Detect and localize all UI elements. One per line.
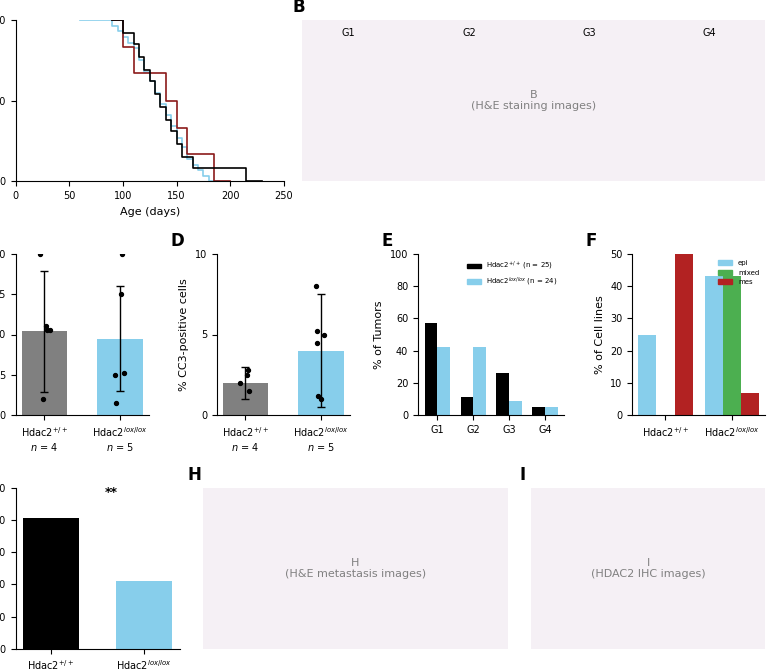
Point: [311, 337, 323, 348]
Bar: [223, 383, 268, 415]
Bar: [675, 254, 693, 415]
Y-axis label: % of Tumors: % of Tumors: [374, 300, 384, 369]
Bar: [298, 351, 344, 415]
Point: [37, 393, 49, 404]
Text: I: I: [519, 466, 526, 484]
Y-axis label: % of Cell lines: % of Cell lines: [595, 295, 604, 374]
Text: G1: G1: [341, 28, 355, 38]
Bar: [509, 401, 522, 415]
Legend: epi, mixed, mes: epi, mixed, mes: [715, 258, 762, 288]
Point: [116, 248, 129, 259]
Text: F: F: [586, 232, 597, 250]
Bar: [741, 393, 759, 415]
X-axis label: Age (days): Age (days): [119, 207, 180, 217]
Text: G2: G2: [462, 28, 476, 38]
Text: H
(H&E metastasis images): H (H&E metastasis images): [285, 557, 426, 579]
Bar: [22, 331, 67, 415]
Legend: Hdac2$^{+/+}$ (n = 25), Hdac2$^{lox/lox}$ (n = 24): Hdac2$^{+/+}$ (n = 25), Hdac2$^{lox/lox}…: [464, 258, 561, 291]
Point: [243, 385, 255, 396]
Point: [242, 365, 255, 375]
Point: [312, 391, 324, 401]
Point: [44, 325, 56, 336]
Point: [115, 289, 127, 300]
Bar: [437, 347, 450, 415]
Text: G3: G3: [583, 28, 596, 38]
Text: E: E: [381, 232, 393, 250]
Y-axis label: % CC3-positive cells: % CC3-positive cells: [180, 278, 189, 391]
Point: [241, 369, 253, 380]
Point: [315, 393, 327, 404]
Bar: [497, 373, 509, 415]
Point: [234, 377, 246, 388]
Bar: [545, 407, 558, 415]
Point: [311, 326, 323, 337]
Point: [310, 281, 323, 292]
Point: [34, 248, 46, 259]
Text: I
(HDAC2 IHC images): I (HDAC2 IHC images): [591, 557, 705, 579]
Text: D: D: [170, 232, 184, 250]
Text: H: H: [187, 466, 201, 484]
Text: B
(H&E staining images): B (H&E staining images): [471, 90, 597, 112]
Point: [109, 369, 121, 380]
Bar: [533, 407, 545, 415]
Point: [318, 329, 330, 340]
Bar: [723, 276, 741, 415]
Legend: Hdac2$^{lox/lox}$ (n = 29), Hdac2$^{lox/+}$ (n = 6), Hdac2$^{+/+}$ (n = 13): Hdac2$^{lox/lox}$ (n = 29), Hdac2$^{lox/…: [349, 24, 455, 78]
Bar: [638, 334, 657, 415]
Bar: [473, 347, 486, 415]
Bar: [97, 339, 143, 415]
Point: [41, 325, 53, 336]
Text: G4: G4: [703, 28, 717, 38]
Bar: [23, 518, 79, 649]
Point: [109, 397, 122, 408]
Bar: [116, 581, 172, 649]
Bar: [425, 323, 437, 415]
Text: **: **: [105, 486, 118, 499]
Bar: [705, 276, 723, 415]
Point: [118, 368, 130, 379]
Point: [39, 321, 52, 332]
Bar: [461, 397, 473, 415]
Text: B: B: [293, 0, 305, 16]
